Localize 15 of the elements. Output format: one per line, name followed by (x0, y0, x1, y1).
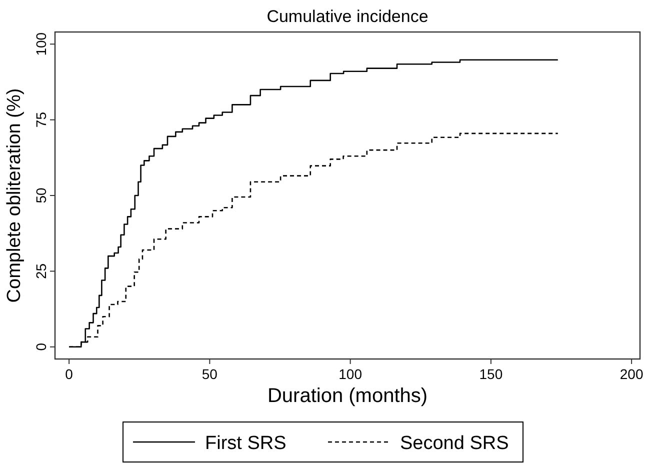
x-axis-title: Duration (months) (267, 385, 428, 407)
x-tick-label: 0 (65, 366, 74, 382)
x-tick-label: 50 (202, 366, 218, 382)
y-tick-label: 50 (33, 188, 49, 204)
y-tick-label: 25 (33, 263, 49, 279)
y-tick-label: 100 (33, 32, 49, 56)
x-tick-label: 100 (338, 366, 362, 382)
x-tick-label: 200 (620, 366, 644, 382)
chart-title: Cumulative incidence (266, 7, 428, 26)
y-tick-label: 0 (33, 342, 49, 351)
legend-label: Second SRS (400, 433, 509, 454)
y-tick-label: 75 (33, 112, 49, 128)
x-tick-label: 150 (479, 366, 503, 382)
y-axis-title: Complete obliteration (%) (4, 88, 25, 303)
legend-label: First SRS (205, 433, 286, 454)
